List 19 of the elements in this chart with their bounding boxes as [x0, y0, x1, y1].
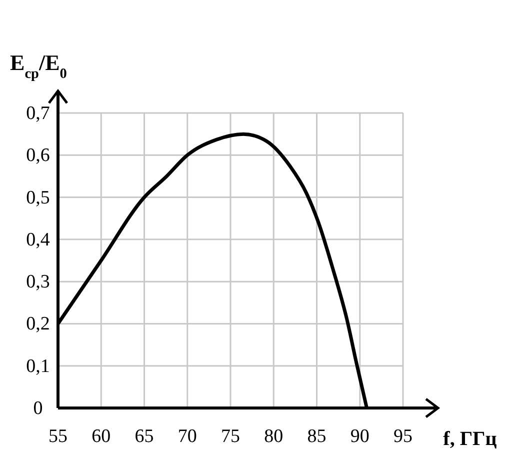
y-tick-label: 0 [33, 398, 43, 419]
x-tick-label: 65 [134, 426, 154, 447]
y-tick-label: 0,5 [26, 187, 50, 208]
y-tick-label: 0,2 [26, 314, 50, 335]
y-tick-label: 0,3 [26, 272, 50, 293]
x-tick-label: 85 [307, 426, 326, 447]
y-tick-label: 0,1 [26, 356, 50, 377]
x-tick-label: 60 [92, 426, 111, 447]
x-tick-label: 80 [264, 426, 284, 447]
y-tick-label: 0,6 [26, 145, 50, 166]
y-tick-label: 0,4 [26, 229, 50, 250]
x-tick-label: 90 [350, 426, 370, 447]
y-tick-label: 0,7 [26, 103, 50, 124]
y-axis-title: E$_{ср}$/E$_{0}$ [10, 50, 67, 82]
x-tick-label: 70 [178, 426, 197, 447]
x-tick-label: 75 [221, 426, 240, 447]
x-tick-label: 95 [394, 426, 412, 447]
x-axis-title: f, ГГц [443, 428, 498, 450]
x-tick-label: 55 [48, 426, 68, 447]
